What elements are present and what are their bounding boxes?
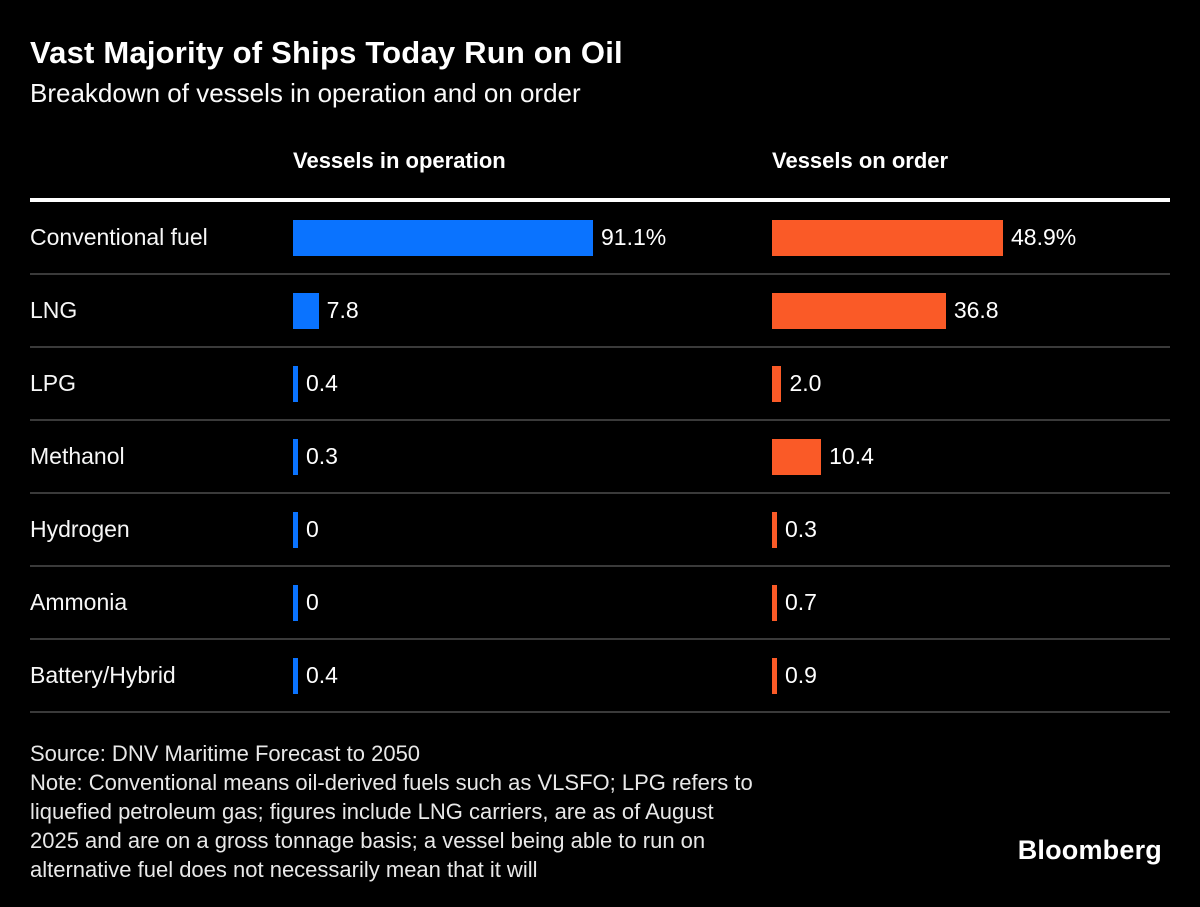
operation-bar-cell: 0.4 [293, 640, 772, 711]
row-label: Conventional fuel [30, 224, 208, 250]
operation-bar-cell: 7.8 [293, 275, 772, 346]
operation-bar [293, 438, 298, 475]
operation-bar-cell: 0.3 [293, 421, 772, 492]
row-label: LPG [30, 370, 77, 396]
row-label: Ammonia [30, 589, 128, 615]
order-bar-cell: 2.0 [772, 348, 1170, 419]
operation-bar-cell: 0 [293, 567, 772, 638]
note-line: alternative fuel does not necessarily me… [30, 857, 538, 882]
bloomberg-bar-chart: Vast Majority of Ships Today Run on Oil … [30, 35, 1170, 884]
operation-bar [293, 657, 298, 694]
column-header-vessels-in-operation: Vessels in operation [293, 148, 506, 173]
operation-value: 0.4 [306, 662, 338, 688]
order-bar [772, 292, 946, 329]
operation-value: 0.4 [306, 370, 338, 396]
order-bar-cell: 10.4 [772, 421, 1170, 492]
operation-value: 91.1% [601, 224, 667, 250]
order-bar [772, 438, 822, 475]
order-value: 0.7 [785, 589, 817, 615]
bloomberg-logo: Bloomberg [1017, 835, 1162, 865]
operation-bar [293, 292, 319, 329]
order-bar [772, 584, 777, 621]
table-row-hydrogen: Hydrogen 0 0.3 [30, 494, 1170, 567]
column-header-spacer [30, 148, 293, 174]
order-value: 0.9 [785, 662, 817, 688]
order-value: 10.4 [829, 443, 874, 469]
order-bar [772, 365, 782, 402]
order-value: 36.8 [953, 297, 999, 323]
column-headers: Vessels in operation Vessels on order [30, 148, 1170, 198]
table-row-lpg: LPG 0.4 2.0 [30, 348, 1170, 421]
row-label: Hydrogen [30, 516, 130, 542]
row-label: LNG [30, 297, 78, 323]
order-bar-cell: 36.8 [772, 275, 1170, 346]
table-row-methanol: Methanol 0.3 10.4 [30, 421, 1170, 494]
operation-value: 0 [306, 516, 319, 542]
operation-value: 0.3 [306, 443, 338, 469]
note-line: Note: Conventional means oil-derived fue… [30, 770, 753, 795]
order-bar [772, 219, 1003, 256]
table-row-ammonia: Ammonia 0 0.7 [30, 567, 1170, 640]
operation-bar-cell: 91.1% [293, 202, 772, 273]
page-title: Vast Majority of Ships Today Run on Oil [30, 35, 623, 70]
table-row-conventional-fuel: Conventional fuel 91.1% 48.9% [30, 202, 1170, 275]
order-value: 48.9% [1011, 224, 1077, 250]
row-label: Battery/Hybrid [30, 662, 176, 688]
operation-value: 0 [306, 589, 319, 615]
chart-footer: Source: DNV Maritime Forecast to 2050 No… [30, 739, 1170, 884]
source-and-notes: Source: DNV Maritime Forecast to 2050 No… [30, 739, 753, 884]
operation-value: 7.8 [326, 297, 359, 323]
operation-bar [293, 365, 298, 402]
order-value: 0.3 [785, 516, 817, 542]
column-header-vessels-on-order: Vessels on order [772, 148, 949, 173]
operation-bar [293, 584, 298, 621]
operation-bar-cell: 0 [293, 494, 772, 565]
order-bar-cell: 0.9 [772, 640, 1170, 711]
order-bar-cell: 48.9% [772, 202, 1170, 273]
note-line: liquefied petroleum gas; figures include… [30, 799, 714, 824]
table-row-lng: LNG 7.8 36.8 [30, 275, 1170, 348]
chart-rows: Conventional fuel 91.1% 48.9% LNG 7.8 36… [30, 198, 1170, 713]
order-bar-cell: 0.3 [772, 494, 1170, 565]
chart-subtitle: Breakdown of vessels in operation and on… [30, 78, 581, 108]
operation-bar [293, 511, 298, 548]
source-text: Source: DNV Maritime Forecast to 2050 [30, 741, 421, 766]
order-value: 2.0 [789, 370, 822, 396]
order-bar [772, 511, 777, 548]
table-row-battery-hybrid: Battery/Hybrid 0.4 0.9 [30, 640, 1170, 713]
order-bar [772, 657, 777, 694]
operation-bar [293, 219, 593, 256]
note-line: 2025 and are on a gross tonnage basis; a… [30, 828, 706, 853]
order-bar-cell: 0.7 [772, 567, 1170, 638]
operation-bar-cell: 0.4 [293, 348, 772, 419]
row-label: Methanol [30, 443, 125, 469]
